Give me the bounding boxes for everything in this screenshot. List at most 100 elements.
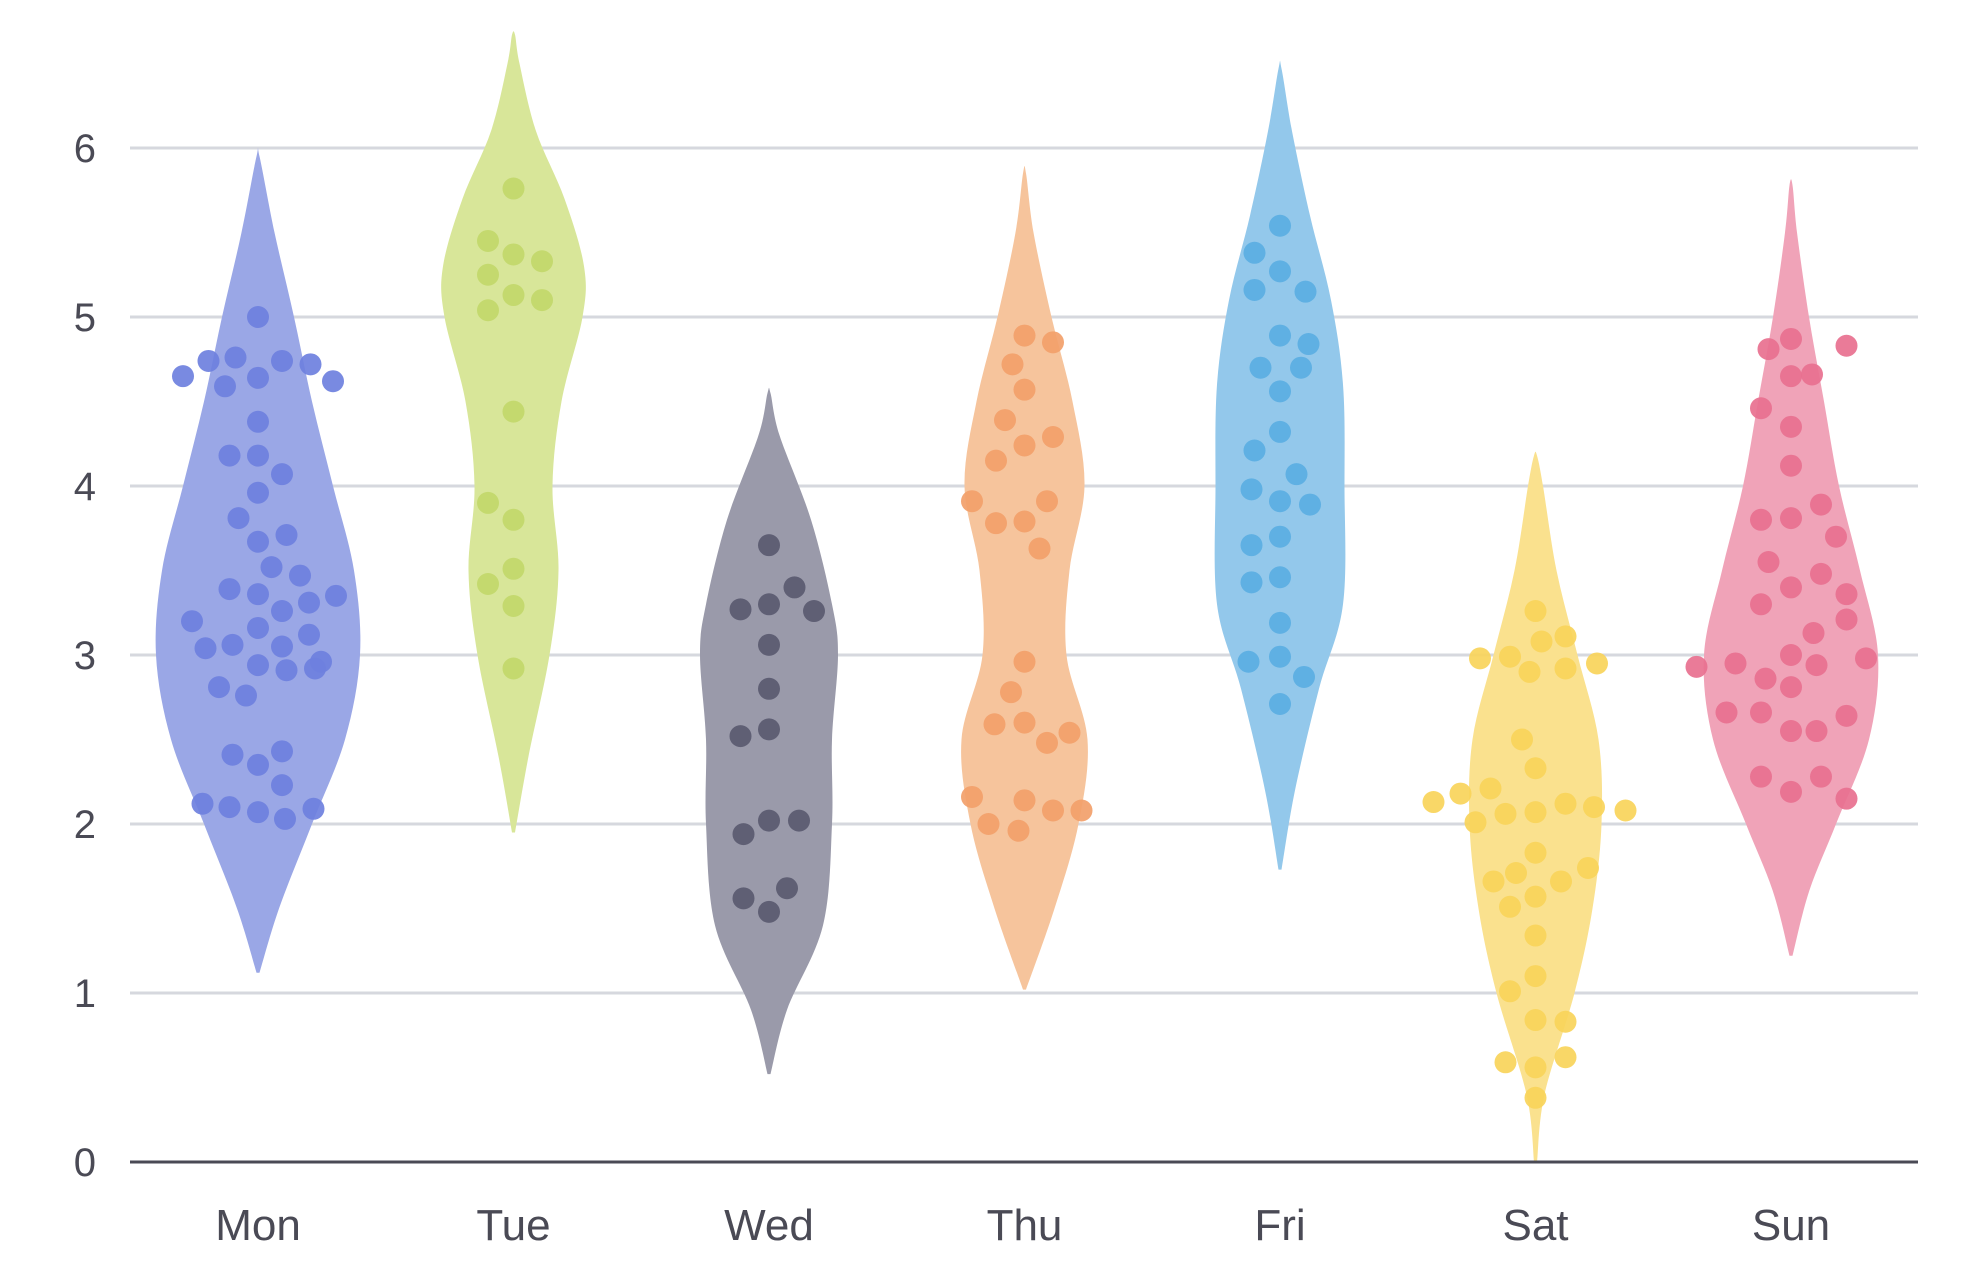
data-points: [172, 177, 1877, 1109]
data-point-fri: [1269, 260, 1291, 283]
data-point-fri: [1269, 566, 1291, 589]
data-point-sun: [1754, 667, 1777, 690]
data-point-tue: [477, 491, 499, 514]
data-point-sun: [1750, 701, 1772, 724]
data-point-mon: [299, 353, 322, 376]
data-point-thu: [994, 409, 1016, 432]
data-point-sat: [1554, 657, 1577, 680]
x-tick-label-mon: Mon: [215, 1201, 301, 1250]
data-point-fri: [1240, 478, 1263, 501]
data-point-tue: [502, 508, 525, 531]
data-point-mon: [298, 591, 320, 614]
data-point-sun: [1780, 415, 1802, 438]
data-point-sun: [1780, 576, 1802, 599]
data-point-mon: [172, 365, 194, 388]
violin-thu: [961, 165, 1088, 990]
data-point-sun: [1805, 720, 1828, 743]
violin-mon: [155, 146, 361, 973]
data-point-sun: [1835, 704, 1858, 727]
y-tick-label: 2: [74, 803, 96, 847]
data-point-wed: [776, 877, 798, 900]
data-point-mon: [247, 753, 269, 776]
data-point-mon: [247, 801, 269, 824]
data-point-mon: [325, 584, 347, 607]
data-point-sat: [1464, 811, 1487, 834]
data-point-mon: [247, 530, 269, 553]
data-point-thu: [1042, 425, 1064, 448]
y-tick-label: 0: [74, 1141, 96, 1185]
data-point-wed: [758, 534, 780, 557]
data-point-sun: [1825, 525, 1847, 548]
x-tick-label-wed: Wed: [724, 1201, 814, 1250]
x-tick-label-sun: Sun: [1752, 1201, 1830, 1250]
data-point-mon: [247, 616, 269, 639]
data-point-tue: [502, 177, 525, 200]
data-point-sat: [1550, 870, 1572, 893]
data-point-fri: [1269, 525, 1291, 548]
data-point-wed: [729, 598, 752, 621]
data-point-fri: [1269, 693, 1291, 716]
data-point-sat: [1524, 965, 1547, 988]
data-point-thu: [1013, 324, 1036, 347]
data-point-sun: [1780, 720, 1802, 743]
data-point-tue: [502, 657, 525, 680]
data-point-sun: [1780, 644, 1802, 666]
data-point-mon: [194, 637, 217, 660]
data-point-thu: [1036, 490, 1058, 513]
data-point-thu: [1001, 353, 1024, 376]
data-point-mon: [298, 623, 320, 646]
data-point-sat: [1530, 630, 1553, 653]
data-point-sat: [1499, 980, 1521, 1003]
data-point-mon: [260, 556, 283, 579]
data-point-sat: [1583, 796, 1605, 819]
data-point-sat: [1524, 1009, 1547, 1032]
data-point-sun: [1715, 701, 1738, 724]
data-point-sat: [1499, 645, 1521, 668]
data-point-sun: [1780, 454, 1802, 477]
data-point-wed: [758, 718, 780, 741]
data-point-fri: [1294, 280, 1317, 303]
data-point-fri: [1269, 214, 1291, 237]
data-point-tue: [477, 573, 499, 596]
data-point-thu: [1013, 650, 1036, 673]
data-point-sun: [1801, 363, 1823, 386]
data-point-mon: [214, 375, 236, 398]
data-point-thu: [1028, 537, 1051, 560]
data-point-wed: [758, 633, 780, 656]
data-point-tue: [477, 263, 499, 286]
data-point-thu: [1058, 721, 1081, 744]
y-tick-label: 3: [74, 634, 96, 678]
data-point-thu: [1007, 819, 1030, 842]
x-tick-label-fri: Fri: [1254, 1201, 1305, 1250]
data-point-wed: [803, 600, 825, 623]
data-point-mon: [302, 797, 325, 820]
data-point-tue: [502, 400, 525, 423]
data-point-sun: [1835, 787, 1858, 810]
data-point-mon: [218, 578, 241, 601]
data-point-sun: [1835, 583, 1858, 606]
data-point-mon: [271, 635, 293, 658]
data-point-thu: [1070, 799, 1093, 822]
y-tick-label: 4: [74, 465, 96, 509]
data-point-sat: [1494, 1051, 1517, 1074]
data-point-sun: [1750, 397, 1772, 420]
data-point-sat: [1479, 777, 1502, 800]
data-point-thu: [1000, 681, 1022, 704]
data-point-wed: [732, 887, 755, 910]
data-point-tue: [502, 557, 525, 580]
data-point-mon: [247, 654, 269, 677]
data-point-mon: [271, 774, 293, 797]
data-point-thu: [985, 512, 1007, 535]
data-point-sat: [1524, 801, 1547, 824]
data-point-mon: [271, 740, 293, 763]
data-point-sun: [1802, 622, 1825, 645]
data-point-fri: [1249, 356, 1272, 379]
x-tick-label-sat: Sat: [1502, 1201, 1568, 1250]
data-point-tue: [502, 594, 525, 617]
data-point-wed: [783, 576, 806, 599]
data-point-sun: [1810, 493, 1832, 516]
data-point-sat: [1499, 895, 1521, 918]
data-point-sun: [1855, 647, 1877, 670]
data-point-sat: [1554, 1046, 1577, 1069]
data-point-mon: [224, 346, 247, 369]
